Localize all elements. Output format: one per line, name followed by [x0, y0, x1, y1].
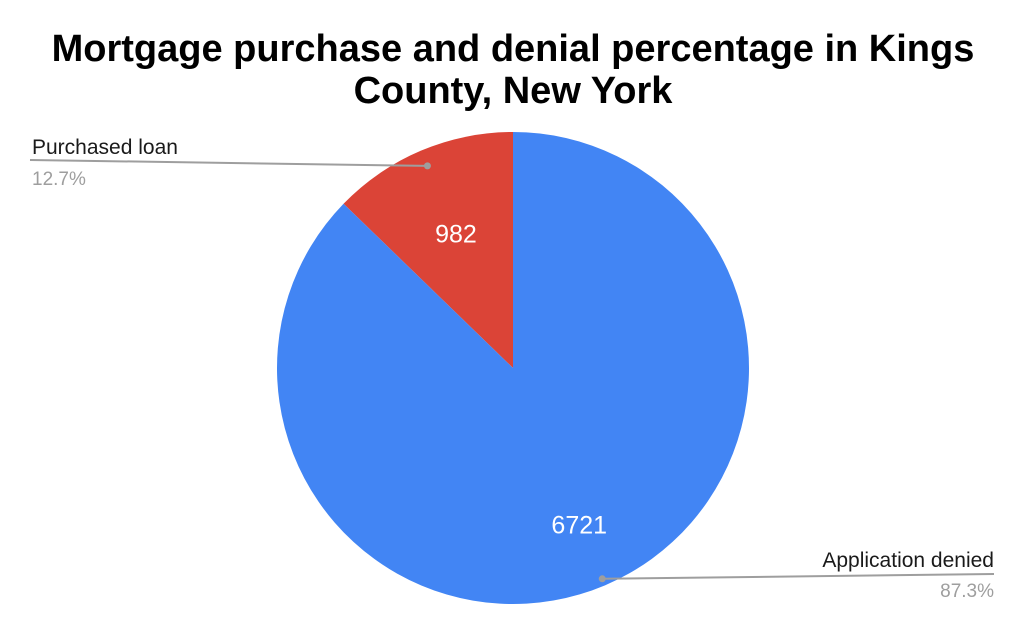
- leader-line-purchased-loan: [29, 159, 428, 167]
- leader-dot-purchased-loan: [423, 162, 431, 170]
- slice-value-label-purchased-loan: 982: [435, 220, 477, 248]
- legend-percent-purchased-loan: 12.7%: [32, 169, 86, 190]
- chart-title: Mortgage purchase and denial percentage …: [51, 28, 975, 112]
- legend-label-purchased-loan: Purchased loan: [32, 136, 178, 159]
- slice-value-label-application-denied: 6721: [551, 511, 607, 539]
- legend-percent-application-denied: 87.3%: [940, 581, 994, 602]
- legend-label-application-denied: Application denied: [822, 549, 994, 572]
- pie-slice-purchased-loan: [343, 132, 513, 368]
- leader-dot-application-denied: [598, 575, 606, 583]
- pie-slice-application-denied: [276, 132, 749, 605]
- leader-line-application-denied: [602, 573, 995, 580]
